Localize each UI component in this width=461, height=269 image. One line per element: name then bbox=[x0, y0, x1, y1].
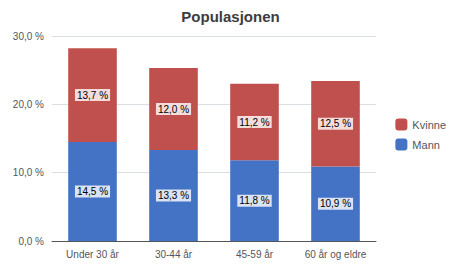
svg-text:13,3 %: 13,3 % bbox=[158, 190, 189, 201]
svg-text:11,8 %: 11,8 % bbox=[239, 195, 269, 206]
svg-text:60 år og eldre: 60 år og eldre bbox=[305, 249, 367, 260]
svg-text:10,9 %: 10,9 % bbox=[320, 198, 351, 209]
svg-text:30,0 %: 30,0 % bbox=[13, 31, 44, 42]
svg-text:14,5 %: 14,5 % bbox=[77, 186, 108, 197]
svg-text:30-44 år: 30-44 år bbox=[155, 249, 193, 260]
svg-text:12,5 %: 12,5 % bbox=[320, 118, 351, 129]
svg-text:10,0 %: 10,0 % bbox=[13, 167, 44, 178]
svg-text:0,0 %: 0,0 % bbox=[18, 236, 44, 247]
svg-text:Populasjonen: Populasjonen bbox=[181, 8, 279, 25]
svg-text:45-59 år: 45-59 år bbox=[236, 249, 274, 260]
svg-text:11,2 %: 11,2 % bbox=[239, 117, 269, 128]
svg-text:12,0 %: 12,0 % bbox=[158, 104, 189, 115]
svg-text:Mann: Mann bbox=[412, 139, 440, 151]
svg-text:20,0 %: 20,0 % bbox=[13, 99, 44, 110]
svg-text:Kvinne: Kvinne bbox=[412, 119, 446, 131]
svg-text:Under 30 år: Under 30 år bbox=[66, 249, 119, 260]
svg-text:13,7 %: 13,7 % bbox=[77, 90, 108, 101]
